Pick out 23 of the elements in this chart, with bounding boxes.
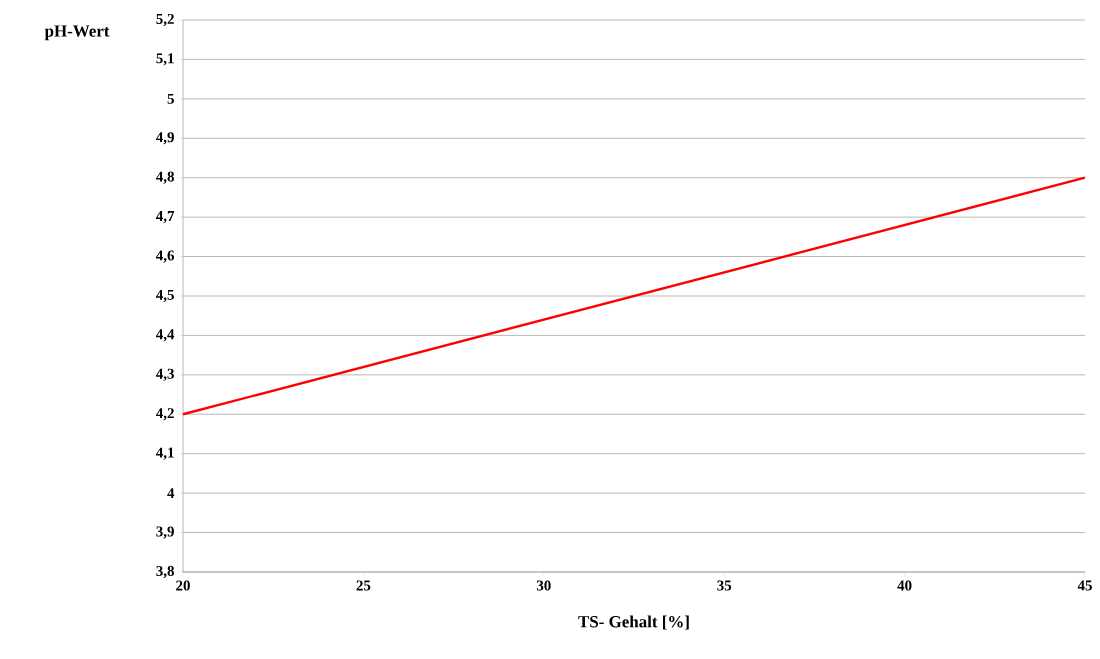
y-tick-label: 4,5 [156, 289, 174, 303]
y-tick-label: 4,7 [156, 211, 175, 224]
y-tick-label: 5 [167, 93, 174, 104]
y-tick-label: 5,2 [156, 13, 174, 27]
y-tick-label: 4,8 [156, 171, 174, 184]
y-axis-title: pH-Wert [44, 25, 110, 41]
x-tick-label: 35 [717, 580, 732, 591]
x-tick-label: 45 [1077, 580, 1092, 591]
y-tick-label: 4,9 [156, 132, 174, 145]
x-tick-label: 20 [176, 580, 190, 591]
y-tick-label: 3,8 [156, 565, 174, 579]
x-tick-label: 30 [536, 580, 551, 591]
y-tick-label: 4,2 [156, 408, 174, 421]
y-tick-label: 4,4 [156, 329, 175, 342]
x-tick-label: 25 [356, 580, 371, 591]
y-tick-label: 4,3 [156, 368, 174, 381]
x-tick-label: 40 [897, 580, 912, 591]
y-tick-label: 3,9 [156, 526, 174, 539]
y-tick-label: 4 [167, 488, 175, 499]
x-axis-title: TS- Gehalt [%] [578, 615, 689, 630]
y-tick-label: 4,6 [156, 250, 175, 263]
y-tick-label: 4,1 [156, 447, 174, 460]
y-tick-label: 5,1 [156, 53, 174, 66]
